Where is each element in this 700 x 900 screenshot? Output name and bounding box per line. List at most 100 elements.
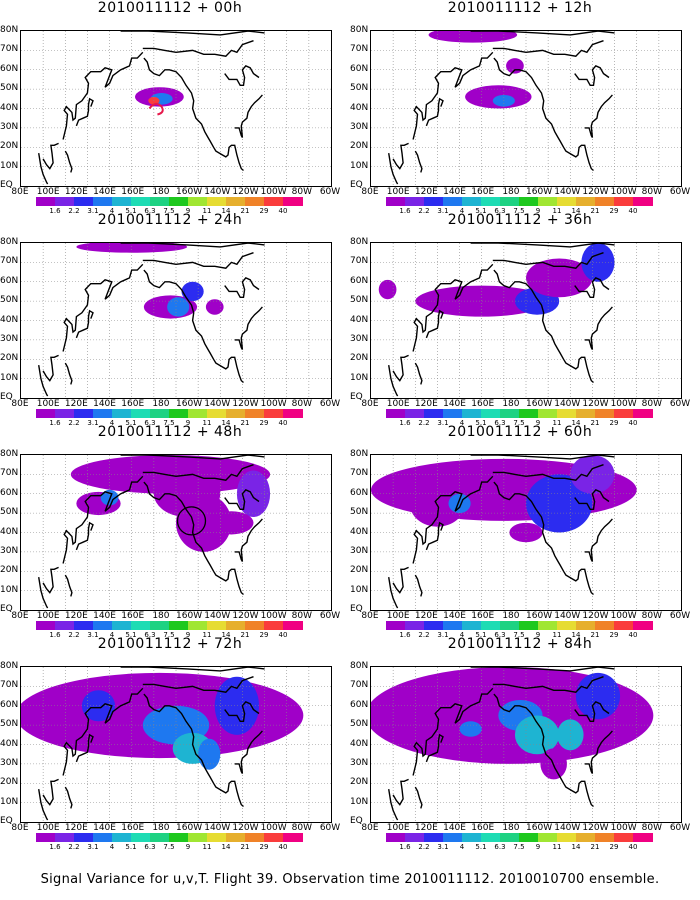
colorbar-label: 5.1 (125, 843, 137, 851)
lat-tick-label: 80N (350, 449, 369, 459)
colorbar-label: 7.5 (513, 419, 525, 427)
lon-tick-label: 160E (471, 399, 495, 409)
colorbar-label: 6.3 (144, 419, 156, 427)
colorbar-swatch (55, 409, 75, 418)
lon-tick-label: 100W (260, 187, 287, 197)
colorbar-label: 1.6 (49, 843, 61, 851)
colorbar-swatch (424, 197, 444, 206)
colorbar-label: 40 (628, 631, 638, 639)
colorbar-swatch (207, 833, 227, 842)
colorbar-label: 14 (221, 843, 231, 851)
colorbar-label: 3.1 (87, 843, 99, 851)
colorbar-swatch (36, 621, 56, 630)
colorbar-label: 6.3 (494, 631, 506, 639)
colorbar-label: 2.2 (418, 631, 430, 639)
colorbar-swatch (245, 621, 265, 630)
lon-tick-label: 100W (260, 399, 287, 409)
forecast-panel: 2010011112 + 36h 80N 70N 60N 50N 40N 30N 20N 10N… (350, 212, 690, 427)
colorbar-swatch (386, 833, 406, 842)
colorbar-swatch (36, 409, 56, 418)
lon-tick-label: 80E (11, 399, 29, 409)
colorbar-swatch (405, 621, 425, 630)
coastline (120, 667, 265, 672)
coastline (388, 364, 399, 397)
coastline (492, 252, 604, 269)
lat-tick-label: 10N (0, 584, 19, 595)
colorbar-swatch (405, 197, 425, 206)
colorbar-label: 29 (259, 631, 269, 639)
coastline (234, 518, 263, 562)
lon-tick-label: 160W (176, 611, 203, 621)
lat-tick-label: 20N (350, 353, 369, 364)
colorbar-label: 6.3 (494, 207, 506, 215)
colorbar-swatch (633, 409, 653, 418)
variance-shading (575, 672, 621, 720)
colorbar-swatch (55, 197, 75, 206)
colorbar-swatch (614, 833, 634, 842)
lon-tick-label: 100E (36, 399, 60, 409)
forecast-panel: 2010011112 + 72h 80N 70N 60N 50N 40N 30N 20N 10N… (0, 636, 340, 851)
colorbar-label: 3.1 (437, 843, 449, 851)
lat-tick-label: 10N (0, 160, 19, 171)
coastline (224, 277, 260, 298)
colorbar-swatch (74, 197, 94, 206)
colorbar-label: 14 (221, 207, 231, 215)
lon-tick-label: 80W (641, 399, 662, 409)
lat-tick-label: 30N (0, 545, 19, 556)
lat-tick-label: 30N (350, 757, 369, 768)
lon-tick-label: 80W (291, 823, 312, 833)
coastline (470, 243, 615, 248)
colorbar-swatch (264, 621, 284, 630)
colorbar-label: 4 (459, 207, 465, 215)
colorbar-swatch (481, 409, 501, 418)
colorbar-label: 21 (590, 631, 600, 639)
lat-tick-label: 80N (0, 449, 19, 459)
lat-tick-label: 70N (350, 468, 369, 479)
colorbar-label: 6.3 (144, 631, 156, 639)
lat-tick-label: 20N (0, 777, 19, 788)
lon-tick-label: 60W (319, 823, 341, 833)
coastline (142, 676, 254, 693)
lon-tick-label: 100E (36, 187, 60, 197)
colorbar-swatch (481, 197, 501, 206)
lat-tick-label: 40N (0, 314, 19, 325)
coastline (75, 521, 94, 551)
variance-shading (205, 299, 224, 315)
colorbar-swatch (150, 833, 170, 842)
coastline (492, 676, 604, 693)
colorbar-swatch (226, 833, 246, 842)
colorbar-label: 14 (571, 419, 581, 427)
colorbar-swatch (500, 621, 520, 630)
colorbar-label: 21 (240, 207, 250, 215)
lon-tick-label: 60W (319, 611, 341, 621)
colorbar-swatch (245, 197, 265, 206)
colorbar-swatch (226, 621, 246, 630)
colorbar-label: 2.2 (68, 843, 80, 851)
lon-tick-label: 80W (291, 187, 312, 197)
lon-tick-label: 180 (152, 611, 170, 621)
colorbar-swatch (74, 621, 94, 630)
lon-tick-label: 140E (443, 187, 466, 197)
colorbar-swatch (614, 621, 634, 630)
lat-tick-label: 60N (350, 487, 369, 498)
lon-tick-label: 160E (121, 823, 145, 833)
colorbar-label: 21 (590, 207, 600, 215)
lat-tick-label: 20N (0, 141, 19, 152)
colorbar-label: 29 (609, 207, 619, 215)
colorbar-label: 6.3 (494, 843, 506, 851)
lon-tick-label: 120E (64, 611, 88, 621)
colorbar-swatch (557, 621, 577, 630)
colorbar-swatch (481, 833, 501, 842)
lon-tick-label: 100E (36, 611, 60, 621)
coastline (38, 788, 49, 821)
colorbar-label: 9 (535, 843, 541, 851)
coastline (64, 786, 73, 809)
colorbar-label: 6.3 (144, 207, 156, 215)
lon-tick-label: 160E (471, 823, 495, 833)
lat-tick-label: 60N (350, 275, 369, 286)
forecast-panel: 2010011112 + 00h 80N 70N 60N 50N 40N 30N 20N 10N… (0, 0, 340, 215)
colorbar-label: 4 (459, 631, 465, 639)
coastline (425, 733, 444, 763)
lon-tick-label: 120W (582, 611, 609, 621)
colorbar-label: 5.1 (475, 631, 487, 639)
